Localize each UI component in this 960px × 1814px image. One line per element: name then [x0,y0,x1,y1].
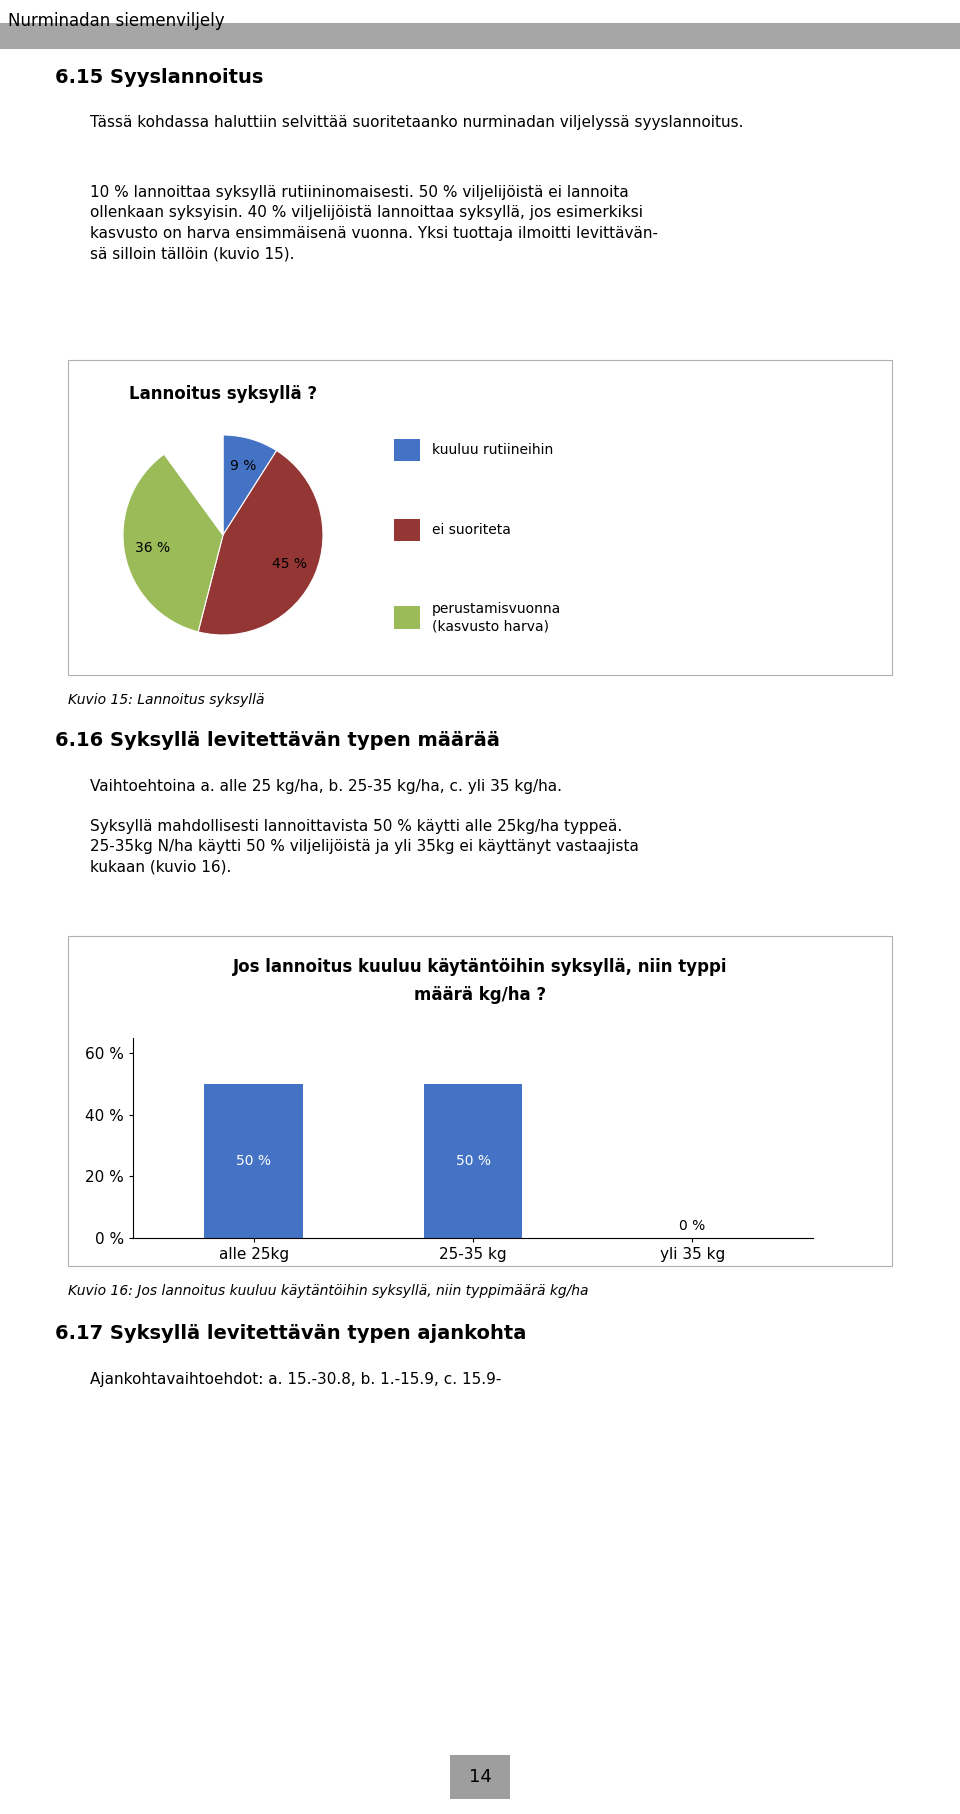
Wedge shape [223,435,276,535]
Text: 0 %: 0 % [680,1219,706,1234]
Bar [204,1085,303,1237]
Text: määrä kg/ha ?: määrä kg/ha ? [414,987,546,1003]
Bar [394,519,420,541]
Bar [68,936,892,1266]
Text: perustamisvuonna
(kasvusto harva): perustamisvuonna (kasvusto harva) [431,602,561,633]
Text: Kuvio 15: Lannoitus syksyllä: Kuvio 15: Lannoitus syksyllä [68,693,265,707]
Text: Nurminadan siemenviljely: Nurminadan siemenviljely [8,13,225,31]
Text: 9 %: 9 % [229,459,256,473]
Bar [0,24,960,49]
Wedge shape [164,435,223,535]
Text: kuuluu rutiineihin: kuuluu rutiineihin [431,443,553,457]
Text: 10 % lannoittaa syksyllä rutiininomaisesti. 50 % viljelijöistä ei lannoita
ollen: 10 % lannoittaa syksyllä rutiininomaises… [90,185,658,261]
Title: Lannoitus syksyllä ?: Lannoitus syksyllä ? [129,385,317,403]
Text: ei suoriteta: ei suoriteta [431,522,511,537]
Text: 36 %: 36 % [134,542,170,555]
Text: 45 %: 45 % [272,557,306,571]
Text: 6.17 Syksyllä levitettävän typen ajankohta: 6.17 Syksyllä levitettävän typen ajankoh… [55,1324,526,1342]
Text: 6.16 Syksyllä levitettävän typen määrää: 6.16 Syksyllä levitettävän typen määrää [55,731,500,749]
Text: 14: 14 [468,1769,492,1787]
Text: 6.15 Syyslannoitus: 6.15 Syyslannoitus [55,67,263,87]
Wedge shape [198,450,323,635]
Text: 50 %: 50 % [455,1154,491,1168]
Bar [450,1754,510,1799]
Text: 50 %: 50 % [236,1154,271,1168]
Bar [394,606,420,629]
Bar [68,359,892,675]
Text: Ajankohtavaihtoehdot: a. 15.-30.8, b. 1.-15.9, c. 15.9-: Ajankohtavaihtoehdot: a. 15.-30.8, b. 1.… [90,1371,501,1388]
Text: Tässä kohdassa haluttiin selvittää suoritetaanko nurminadan viljelyssä syyslanno: Tässä kohdassa haluttiin selvittää suori… [90,114,743,131]
Text: Syksyllä mahdollisesti lannoittavista 50 % käytti alle 25kg/ha typpeä.
25-35kg N: Syksyllä mahdollisesti lannoittavista 50… [90,818,638,874]
Wedge shape [123,454,223,631]
Text: Kuvio 16: Jos lannoitus kuuluu käytäntöihin syksyllä, niin typpimäärä kg/ha: Kuvio 16: Jos lannoitus kuuluu käytäntöi… [68,1284,588,1299]
Text: Vaihtoehtoina a. alle 25 kg/ha, b. 25-35 kg/ha, c. yli 35 kg/ha.: Vaihtoehtoina a. alle 25 kg/ha, b. 25-35… [90,778,562,795]
Bar [394,439,420,461]
Text: Jos lannoitus kuuluu käytäntöihin syksyllä, niin typpi: Jos lannoitus kuuluu käytäntöihin syksyl… [232,958,728,976]
Bar [423,1085,522,1237]
